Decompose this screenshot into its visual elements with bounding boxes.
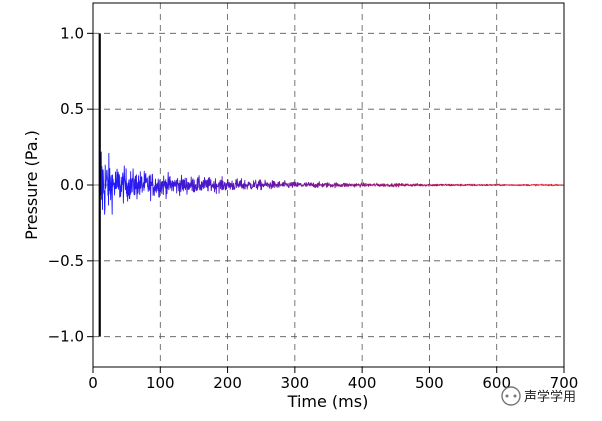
y-tick-label: 1.0 xyxy=(60,24,84,42)
y-axis-ticks: −1.0 −0.5 0.0 0.5 1.0 xyxy=(48,24,93,346)
y-tick-label: 0.5 xyxy=(60,100,84,118)
x-tick-label: 300 xyxy=(281,374,310,392)
x-tick-label: 600 xyxy=(482,374,511,392)
y-axis-label: Pressure (Pa.) xyxy=(22,130,41,240)
x-axis-label: Time (ms) xyxy=(287,392,369,411)
chat-bubble-icon xyxy=(501,386,521,406)
x-axis-ticks: 0 100 200 300 400 500 600 700 xyxy=(88,367,578,392)
signal-trace xyxy=(99,150,564,215)
y-tick-label: −1.0 xyxy=(48,328,84,346)
x-tick-label: 200 xyxy=(213,374,242,392)
x-tick-label: 400 xyxy=(348,374,377,392)
x-tick-label: 100 xyxy=(146,374,175,392)
y-tick-label: 0.0 xyxy=(60,176,84,194)
x-tick-label: 700 xyxy=(550,374,579,392)
x-tick-label: 500 xyxy=(415,374,444,392)
y-tick-label: −0.5 xyxy=(48,252,84,270)
watermark-text: 声学学用 xyxy=(524,389,576,405)
watermark: 声学学用 xyxy=(501,386,576,406)
x-tick-label: 0 xyxy=(88,374,98,392)
signal-series xyxy=(99,150,564,215)
